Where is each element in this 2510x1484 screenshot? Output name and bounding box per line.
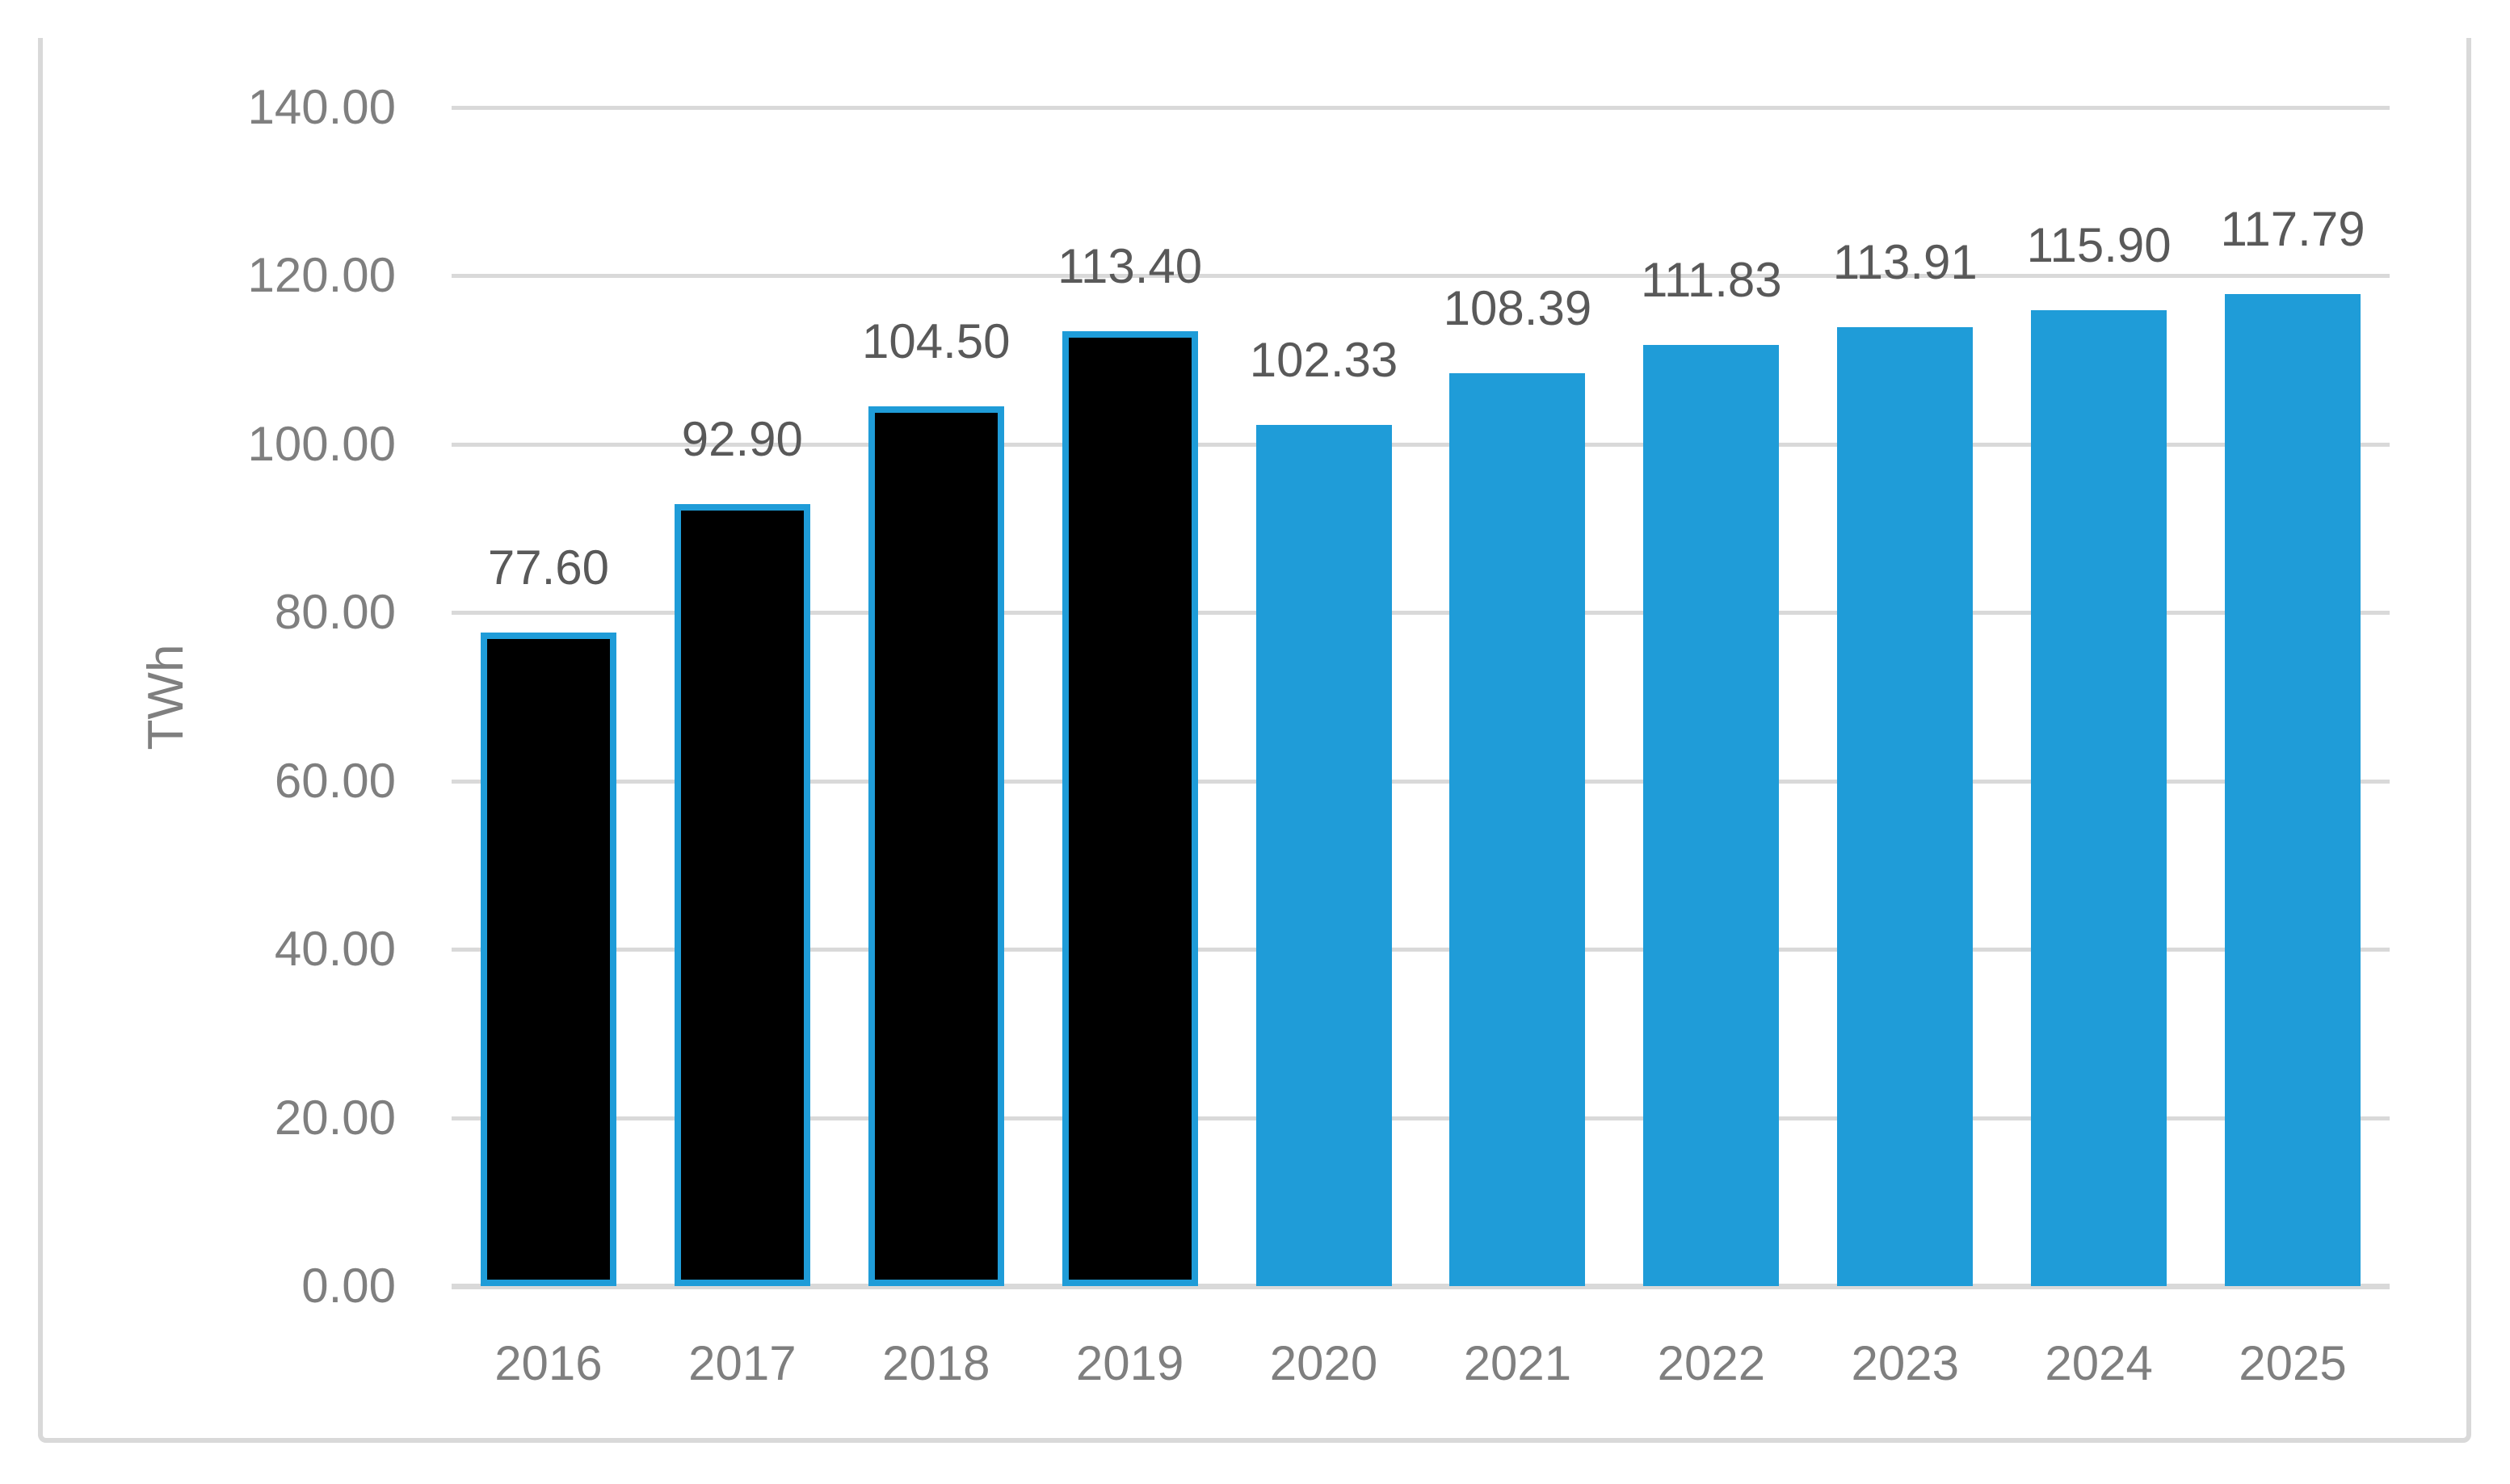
data-label-2024: 115.90 bbox=[2026, 218, 2172, 273]
gridline-40 bbox=[452, 948, 2390, 952]
gridline-20 bbox=[452, 1116, 2390, 1120]
bar-2021 bbox=[1449, 373, 1586, 1286]
gridline-80 bbox=[452, 611, 2390, 616]
y-axis-tick-label: 0.00 bbox=[301, 1259, 396, 1313]
x-axis-label-2018: 2018 bbox=[882, 1336, 990, 1390]
data-label-2023: 113.91 bbox=[1832, 234, 1978, 289]
x-axis-label-2016: 2016 bbox=[494, 1336, 603, 1390]
data-label-2017: 92.90 bbox=[681, 411, 803, 466]
data-label-2020: 102.33 bbox=[1249, 332, 1398, 387]
gridline-120 bbox=[452, 274, 2390, 279]
y-axis-tick-label: 100.00 bbox=[247, 416, 396, 471]
x-axis-label-2024: 2024 bbox=[2045, 1336, 2153, 1390]
y-axis-tick-label: 40.00 bbox=[274, 922, 396, 977]
x-axis-label-2023: 2023 bbox=[1851, 1336, 1959, 1390]
bar-2023 bbox=[1837, 326, 1974, 1286]
gridline-60 bbox=[452, 779, 2390, 784]
bar-2018 bbox=[868, 406, 1004, 1286]
y-axis-tick-label: 120.00 bbox=[247, 248, 396, 303]
data-label-2025: 117.79 bbox=[2220, 202, 2365, 257]
x-axis-label-2017: 2017 bbox=[688, 1336, 797, 1390]
x-axis-label-2020: 2020 bbox=[1269, 1336, 1378, 1390]
gridline-140 bbox=[452, 106, 2390, 110]
x-axis-label-2022: 2022 bbox=[1657, 1336, 1766, 1390]
data-label-2018: 104.50 bbox=[861, 313, 1011, 368]
x-axis-label-2021: 2021 bbox=[1463, 1336, 1572, 1390]
y-axis-tick-label: 80.00 bbox=[274, 585, 396, 640]
data-label-2022: 111.83 bbox=[1641, 252, 1782, 307]
x-axis-label-2019: 2019 bbox=[1075, 1336, 1184, 1390]
bar-2024 bbox=[2031, 310, 2167, 1286]
bar-2016 bbox=[480, 633, 616, 1286]
bar-2020 bbox=[1255, 424, 1392, 1286]
bar-2019 bbox=[1062, 331, 1198, 1286]
data-label-2016: 77.60 bbox=[487, 540, 610, 595]
y-axis-tick-label: 140.00 bbox=[247, 80, 396, 134]
y-axis-tick-label: 60.00 bbox=[274, 753, 396, 808]
data-label-2019: 113.40 bbox=[1057, 239, 1203, 294]
y-axis-tick-label: 20.00 bbox=[274, 1090, 396, 1145]
x-axis-label-2025: 2025 bbox=[2239, 1336, 2347, 1390]
x-axis-line bbox=[452, 1284, 2390, 1289]
bar-2022 bbox=[1643, 344, 1780, 1286]
data-label-2021: 108.39 bbox=[1443, 281, 1592, 336]
y-axis-title-label: TWh bbox=[138, 644, 194, 750]
bar-2017 bbox=[674, 503, 810, 1286]
bar-2025 bbox=[2225, 294, 2361, 1286]
gridline-100 bbox=[452, 442, 2390, 447]
